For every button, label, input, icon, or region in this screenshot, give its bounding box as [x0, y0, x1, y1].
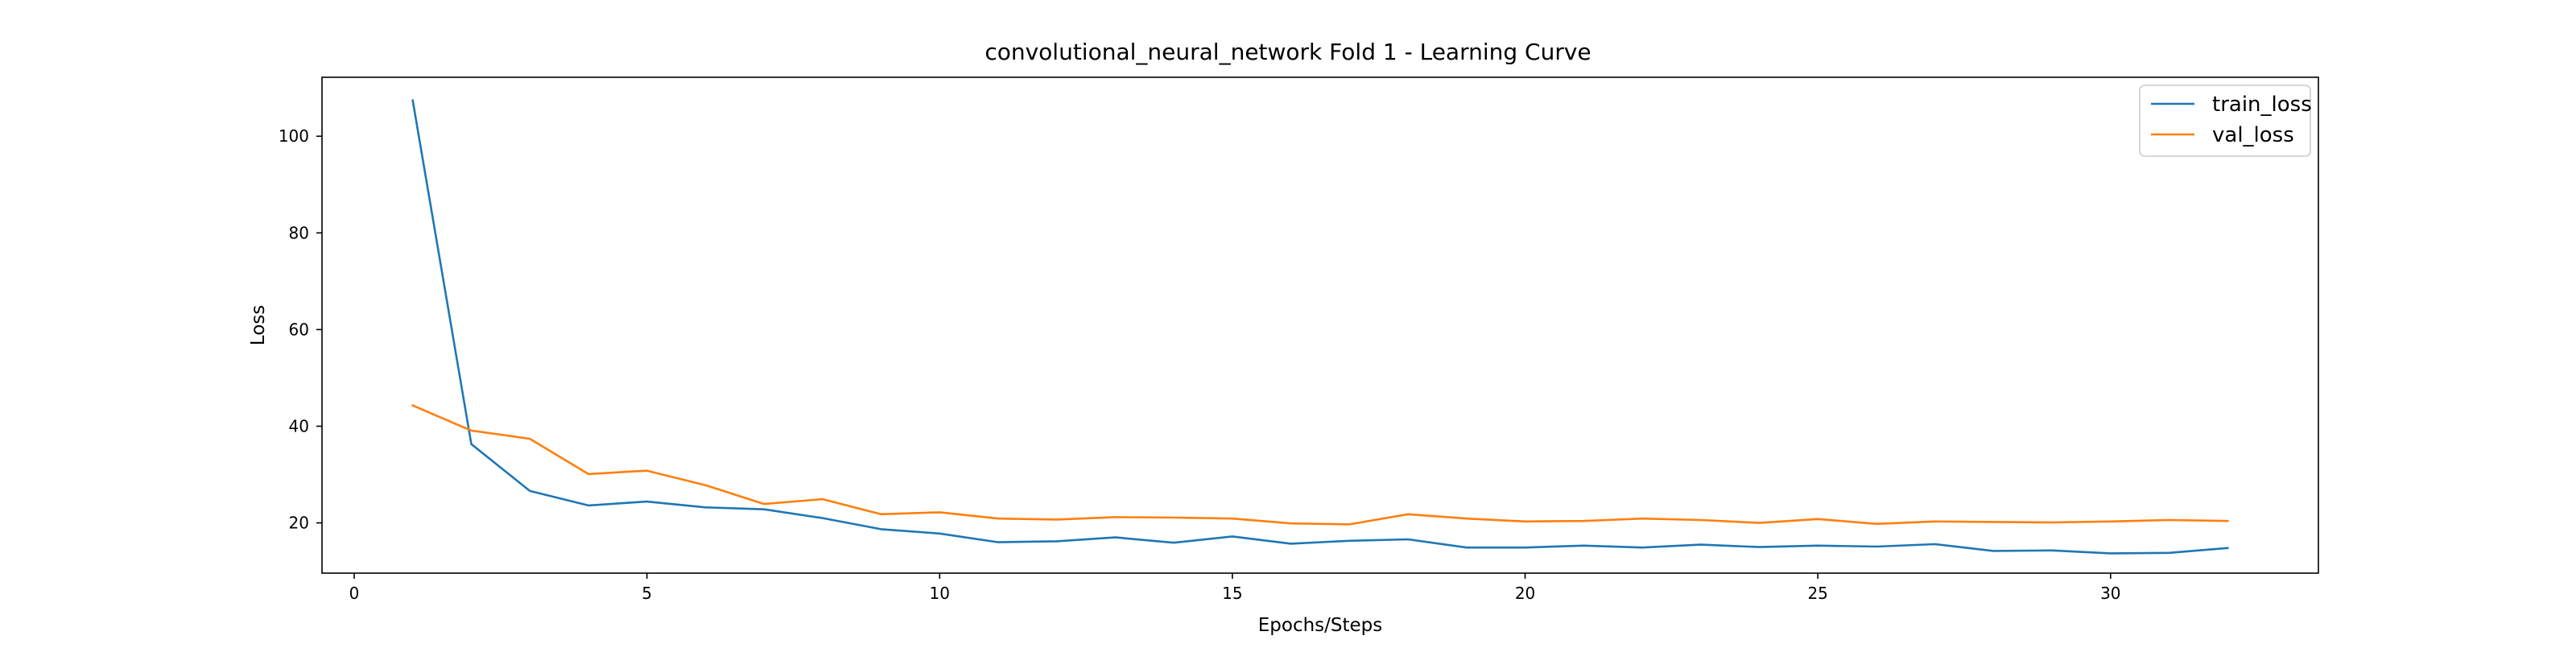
x-tick-label: 25	[1807, 584, 1827, 603]
x-axis-ticks: 0 5 10 15 20 25 30	[349, 573, 2121, 603]
series-line-val_loss	[411, 403, 2229, 526]
x-axis-label: Epochs/Steps	[1258, 615, 1383, 636]
series-layer	[411, 99, 2229, 555]
y-axis-label: Loss	[248, 305, 269, 345]
x-tick-label: 20	[1515, 584, 1535, 603]
x-tick-label: 10	[930, 584, 950, 603]
y-tick-label: 60	[289, 320, 309, 339]
y-tick-label: 100	[279, 126, 309, 146]
x-tick-label: 5	[642, 584, 652, 603]
legend-label-train_loss: train_loss	[2212, 93, 2312, 117]
x-tick-label: 0	[349, 584, 360, 603]
chart-legend: train_loss val_loss	[2139, 85, 2312, 157]
y-tick-label: 40	[289, 416, 309, 435]
legend-label-val_loss: val_loss	[2212, 123, 2294, 147]
chart-title: convolutional_neural_network Fold 1 - Le…	[985, 39, 1591, 65]
x-tick-label: 30	[2100, 584, 2120, 603]
plot-frame	[321, 76, 2319, 574]
x-tick-label: 15	[1222, 584, 1242, 603]
y-tick-label: 20	[289, 514, 309, 533]
y-tick-label: 80	[289, 223, 309, 242]
y-axis-ticks: 20 40 60 80 100	[279, 126, 322, 533]
series-line-train_loss	[411, 99, 2229, 555]
